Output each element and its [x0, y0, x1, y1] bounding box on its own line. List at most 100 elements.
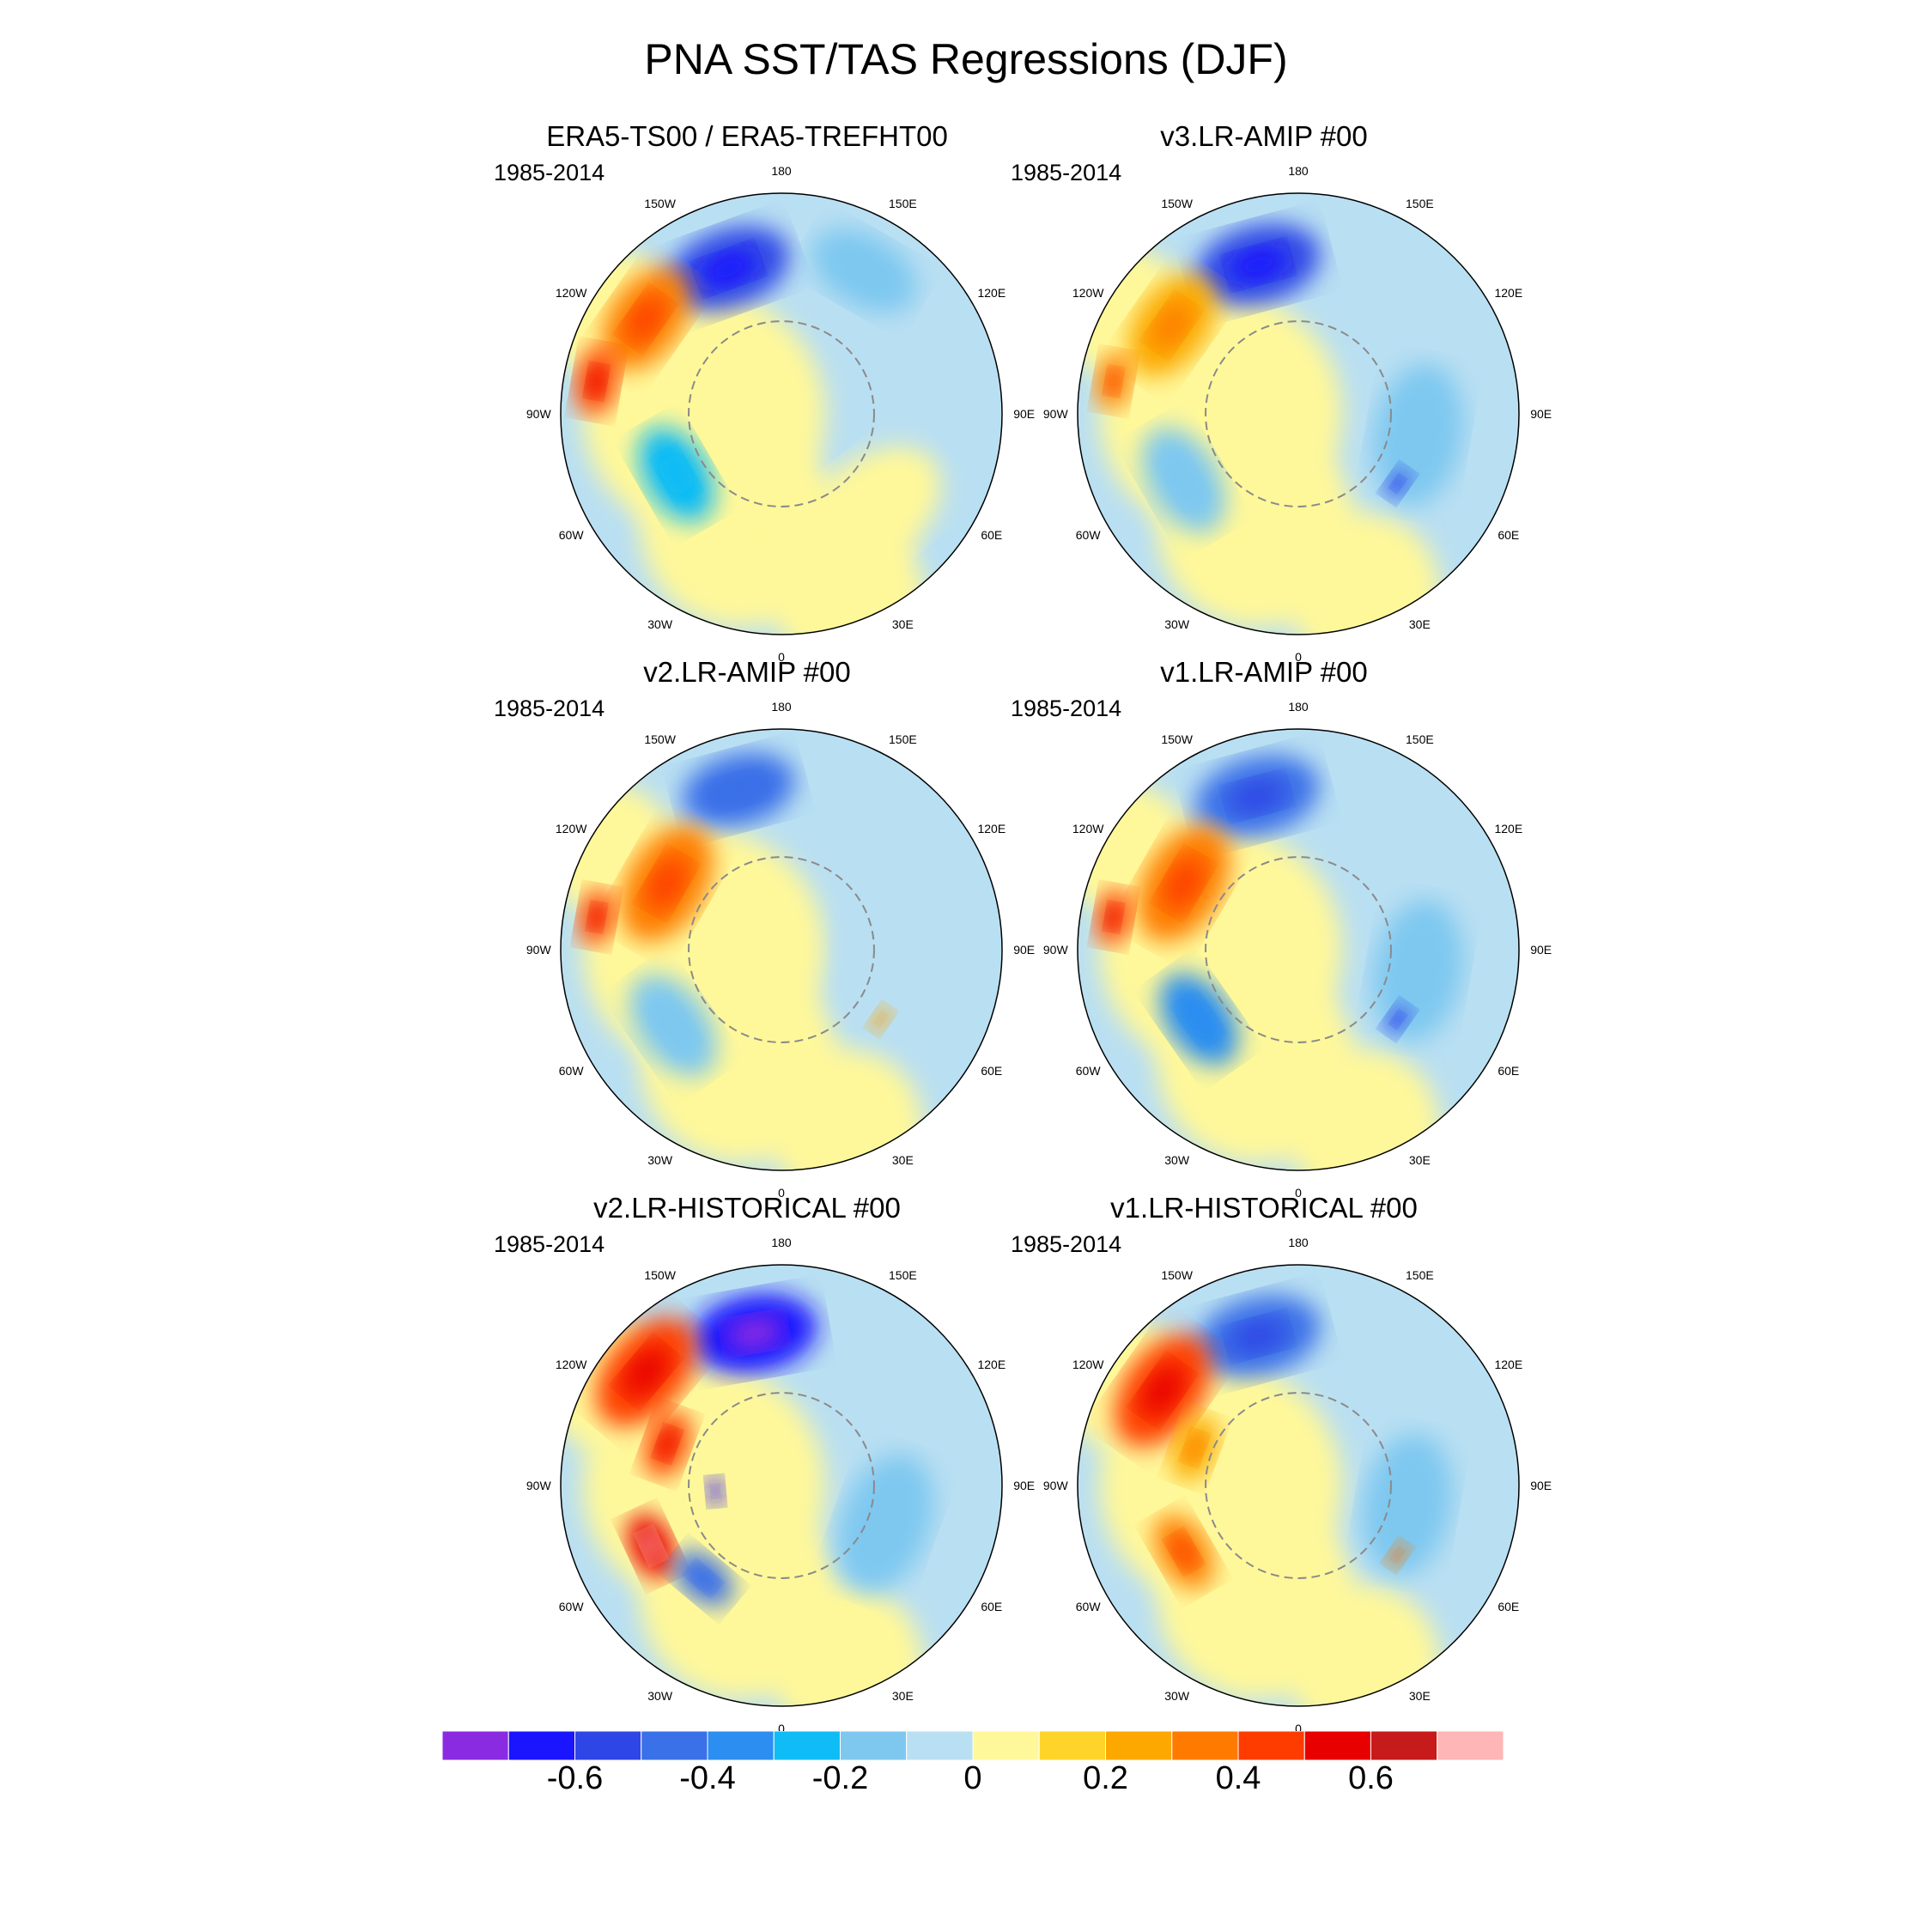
colorbar-box: [442, 1731, 509, 1760]
longitude-label: 180: [1288, 1236, 1309, 1250]
longitude-label: 120E: [977, 1357, 1006, 1371]
anomaly-core: [646, 856, 688, 910]
longitude-label: 150E: [1405, 732, 1434, 747]
map-panel: v2.LR-HISTORICAL #00 1985-2014 180 150E 120E…: [489, 1192, 1035, 1735]
anomaly-core: [586, 365, 606, 398]
longitude-label: 0: [778, 1721, 785, 1735]
longitude-label: 90W: [526, 1479, 551, 1492]
longitude-label: 60W: [1075, 1600, 1101, 1614]
longitude-label: 180: [771, 700, 792, 714]
longitude-label: 60W: [1075, 528, 1101, 543]
longitude-label: 180: [1288, 700, 1309, 714]
anomaly-core: [1398, 938, 1438, 1004]
anomaly-core: [626, 295, 666, 343]
anomaly-core: [1151, 301, 1192, 349]
anomaly-core: [1184, 1432, 1206, 1463]
longitude-label: 90E: [1530, 407, 1552, 421]
polar-map: [1077, 192, 1520, 635]
longitude-label: 150W: [644, 197, 676, 211]
colorbar-tick-label: -0.6: [546, 1760, 604, 1796]
coastline: [1205, 1392, 1392, 1579]
longitude-label: 90E: [1013, 1479, 1036, 1492]
colorbar-box: [1303, 1731, 1371, 1760]
panel-period: 1985-2014: [494, 696, 605, 721]
anomaly-core: [700, 250, 757, 288]
anomaly-core: [726, 1315, 784, 1352]
anomaly-core: [1181, 998, 1217, 1041]
colorbar-tick-label: -0.2: [811, 1760, 869, 1796]
colorbar-box: [1437, 1731, 1504, 1760]
colorbar-tick-label: -0.4: [679, 1760, 736, 1796]
anomaly-core: [1393, 1549, 1403, 1561]
anomaly-core: [1391, 1012, 1404, 1027]
polar-map: [1077, 1264, 1520, 1707]
longitude-label: 120E: [977, 285, 1006, 300]
longitude-label: 120E: [1494, 285, 1523, 300]
longitude-label: 150E: [888, 732, 917, 747]
anomaly-core: [1170, 1534, 1197, 1569]
longitude-label: 30E: [891, 617, 914, 631]
longitude-label: 60E: [981, 1064, 1003, 1078]
panel-period: 1985-2014: [1011, 1231, 1122, 1257]
longitude-label: 0: [1295, 649, 1302, 664]
colorbar-box: [972, 1731, 1040, 1760]
longitude-label: 60W: [558, 1600, 584, 1614]
map-outline: [560, 1264, 1003, 1707]
longitude-label: 30W: [647, 617, 673, 631]
polar-map: [560, 1264, 1003, 1707]
colorbar-box: [1105, 1731, 1173, 1760]
longitude-label: 30W: [647, 1688, 673, 1703]
longitude-label: 150W: [644, 732, 676, 747]
anomaly-core: [1105, 368, 1122, 395]
longitude-label: 150E: [888, 197, 917, 211]
anomaly-core: [868, 909, 915, 990]
anomaly-core: [840, 252, 889, 289]
anomaly-core: [653, 1002, 693, 1049]
panel-title: v2.LR-AMIP #00: [643, 656, 851, 688]
panel-period: 1985-2014: [494, 160, 605, 185]
figure-title: PNA SST/TAS Regressions (DJF): [644, 35, 1288, 83]
longitude-label: 90E: [1530, 1479, 1552, 1492]
longitude-label: 90E: [1530, 943, 1552, 957]
anomaly-core: [659, 453, 694, 497]
longitude-label: 0: [778, 649, 785, 664]
anomaly-core: [1398, 402, 1438, 468]
map-panel: v1.LR-AMIP #00 1985-2014 180 150E 120E 90E 60E…: [1006, 656, 1552, 1200]
map-panel: v3.LR-AMIP #00 1985-2014 180 150E 120E 90E 60E…: [1006, 120, 1552, 664]
longitude-label: 90W: [1042, 1479, 1068, 1492]
longitude-label: 90W: [526, 407, 551, 421]
coastline: [1205, 856, 1392, 1043]
colorbar-box: [641, 1731, 708, 1760]
anomaly-core: [876, 1013, 886, 1025]
longitude-label: 150E: [888, 1268, 917, 1283]
colorbar-tick-label: 0.2: [1083, 1760, 1128, 1796]
anomaly-core: [623, 1346, 670, 1397]
map-outline: [560, 728, 1003, 1171]
colorbar-box: [1370, 1731, 1438, 1760]
anomaly-core: [1391, 476, 1404, 491]
longitude-label: 60E: [1498, 528, 1520, 543]
longitude-label: 120W: [1072, 821, 1104, 835]
panel-period: 1985-2014: [494, 1231, 605, 1257]
longitude-label: 150W: [1161, 732, 1193, 747]
longitude-label: 90W: [1042, 407, 1068, 421]
longitude-label: 150W: [644, 1268, 676, 1283]
colorbar-tick-label: 0: [963, 1760, 982, 1796]
map-panel: v2.LR-AMIP #00 1985-2014 180 150E 120E 90E 60E…: [489, 656, 1035, 1200]
longitude-label: 60E: [1498, 1600, 1520, 1614]
longitude-label: 90W: [1042, 943, 1068, 957]
longitude-label: 30W: [647, 1152, 673, 1167]
anomaly-core: [657, 1428, 678, 1460]
longitude-label: 150E: [1405, 1268, 1434, 1283]
longitude-label: 150W: [1161, 197, 1193, 211]
longitude-label: 60E: [981, 528, 1003, 543]
map-outline: [1077, 728, 1520, 1171]
longitude-label: 120E: [1494, 821, 1523, 835]
colorbar-box: [574, 1731, 642, 1760]
polar-map: [560, 728, 1003, 1171]
map-outline: [1077, 1264, 1520, 1707]
longitude-label: 90W: [526, 943, 551, 957]
anomaly-core: [1230, 1318, 1287, 1355]
colorbar-box: [1171, 1731, 1239, 1760]
colorbar-tick-label: 0.6: [1348, 1760, 1394, 1796]
